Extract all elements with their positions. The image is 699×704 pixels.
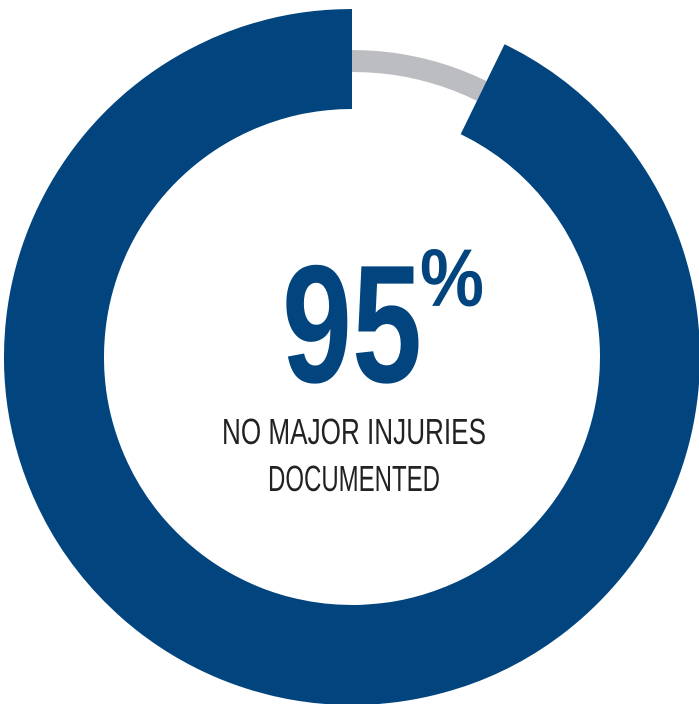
center-unit: % bbox=[420, 233, 484, 324]
center-value: 95 bbox=[282, 230, 422, 418]
caption-line-2: DOCUMENTED bbox=[268, 458, 440, 499]
donut-track-arc bbox=[351, 50, 487, 101]
caption-line-1: NO MAJOR INJURIES bbox=[222, 411, 486, 452]
donut-value-arc bbox=[4, 9, 699, 704]
